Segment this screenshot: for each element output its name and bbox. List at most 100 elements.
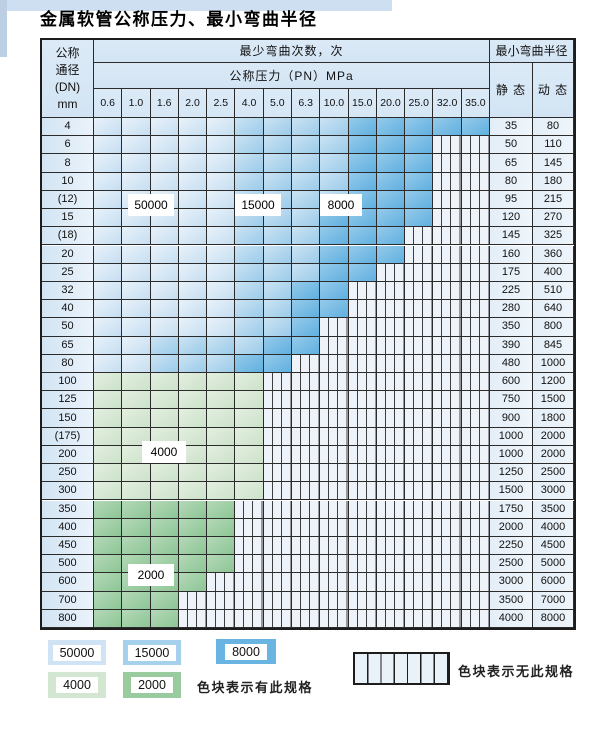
cell-no-spec bbox=[320, 518, 349, 537]
cell-no-spec bbox=[348, 391, 377, 410]
cell-no-spec bbox=[263, 609, 292, 628]
cell-no-spec bbox=[461, 445, 490, 465]
cell-8000 bbox=[292, 300, 321, 319]
cell-50000 bbox=[94, 190, 123, 210]
cell-50000 bbox=[122, 227, 151, 246]
cell-4000 bbox=[207, 373, 236, 392]
static-radius-value: 120 bbox=[490, 209, 533, 228]
static-radius-value: 1250 bbox=[490, 464, 533, 483]
cell-2000 bbox=[94, 591, 123, 610]
static-radius-value: 390 bbox=[490, 336, 533, 355]
cell-15000 bbox=[207, 354, 236, 373]
cell-15000 bbox=[235, 172, 264, 191]
cell-no-spec bbox=[405, 609, 434, 628]
dn-cell: (175) bbox=[42, 427, 94, 446]
cycle-count-label-8000: 8000 bbox=[320, 194, 362, 216]
cell-8000 bbox=[235, 354, 264, 373]
cell-no-spec bbox=[461, 263, 490, 282]
cell-4000 bbox=[235, 373, 264, 392]
cell-50000 bbox=[150, 300, 179, 319]
cell-no-spec bbox=[405, 518, 434, 537]
cell-4000 bbox=[122, 373, 151, 392]
cell-15000 bbox=[320, 118, 349, 137]
dn-cell: (18) bbox=[42, 227, 94, 246]
cell-4000 bbox=[178, 409, 208, 428]
cell-50000 bbox=[94, 336, 123, 355]
cell-50000 bbox=[122, 154, 151, 173]
cell-15000 bbox=[292, 190, 321, 210]
cell-2000 bbox=[94, 518, 123, 537]
cell-4000 bbox=[235, 391, 264, 410]
cell-4000 bbox=[235, 409, 264, 428]
cell-no-spec bbox=[292, 609, 321, 628]
min-bend-radius-header: 最小弯曲半径 bbox=[490, 40, 574, 63]
cell-8000 bbox=[320, 281, 349, 301]
cell-15000 bbox=[235, 245, 264, 264]
cell-no-spec bbox=[461, 391, 490, 410]
dn-cell: 400 bbox=[42, 518, 94, 537]
cell-4000 bbox=[178, 373, 208, 392]
cell-50000 bbox=[122, 136, 151, 155]
cell-no-spec bbox=[376, 609, 406, 628]
cell-4000 bbox=[94, 373, 123, 392]
cell-no-spec bbox=[376, 409, 406, 428]
cell-no-spec bbox=[376, 318, 406, 337]
cell-no-spec bbox=[461, 136, 490, 155]
cell-8000 bbox=[376, 118, 406, 137]
cell-2000 bbox=[178, 500, 208, 519]
cell-no-spec bbox=[235, 555, 264, 574]
cell-2000 bbox=[122, 591, 151, 610]
cell-50000 bbox=[94, 136, 123, 155]
dynamic-radius-value: 4500 bbox=[533, 536, 574, 556]
cell-8000 bbox=[348, 172, 377, 191]
cell-8000 bbox=[405, 154, 434, 173]
cell-50000 bbox=[150, 281, 179, 301]
cell-15000 bbox=[292, 209, 321, 228]
dynamic-radius-value: 2000 bbox=[533, 427, 574, 446]
cell-no-spec bbox=[263, 591, 292, 610]
cell-50000 bbox=[178, 136, 208, 155]
legend-swatch-15000: 15000 bbox=[123, 640, 181, 665]
cell-15000 bbox=[235, 154, 264, 173]
cell-no-spec bbox=[376, 591, 406, 610]
cell-15000 bbox=[263, 136, 292, 155]
cell-4000 bbox=[122, 464, 151, 483]
cell-15000 bbox=[263, 227, 292, 246]
cell-no-spec bbox=[348, 609, 377, 628]
dn-cell: 65 bbox=[42, 336, 94, 355]
cell-50000 bbox=[150, 172, 179, 191]
dn-cell: 150 bbox=[42, 409, 94, 428]
cell-no-spec bbox=[405, 427, 434, 446]
cell-no-spec bbox=[376, 300, 406, 319]
cell-no-spec bbox=[348, 409, 377, 428]
dynamic-radius-value: 400 bbox=[533, 263, 574, 282]
cell-no-spec bbox=[461, 172, 490, 191]
cell-no-spec bbox=[235, 500, 264, 519]
cell-8000 bbox=[348, 245, 377, 264]
legend-swatch-2000: 2000 bbox=[123, 672, 181, 698]
cell-4000 bbox=[178, 464, 208, 483]
cell-4000 bbox=[178, 482, 208, 501]
cell-no-spec bbox=[292, 536, 321, 556]
dn-header-line: mm bbox=[57, 97, 78, 111]
cell-15000 bbox=[235, 136, 264, 155]
cell-no-spec bbox=[376, 354, 406, 373]
cell-no-spec bbox=[405, 555, 434, 574]
cell-4000 bbox=[235, 445, 264, 465]
cell-15000 bbox=[320, 136, 349, 155]
cell-50000 bbox=[150, 318, 179, 337]
dn-cell: 125 bbox=[42, 391, 94, 410]
cell-no-spec bbox=[178, 591, 208, 610]
cell-50000 bbox=[178, 300, 208, 319]
cell-no-spec bbox=[348, 281, 377, 301]
cell-no-spec bbox=[348, 464, 377, 483]
cell-15000 bbox=[320, 172, 349, 191]
cell-8000 bbox=[376, 136, 406, 155]
cell-8000 bbox=[263, 354, 292, 373]
cell-15000 bbox=[235, 336, 264, 355]
cell-no-spec bbox=[263, 409, 292, 428]
dn-cell: 300 bbox=[42, 482, 94, 501]
cell-50000 bbox=[207, 281, 236, 301]
cycle-count-label-2000: 2000 bbox=[128, 564, 174, 586]
cell-no-spec bbox=[405, 336, 434, 355]
